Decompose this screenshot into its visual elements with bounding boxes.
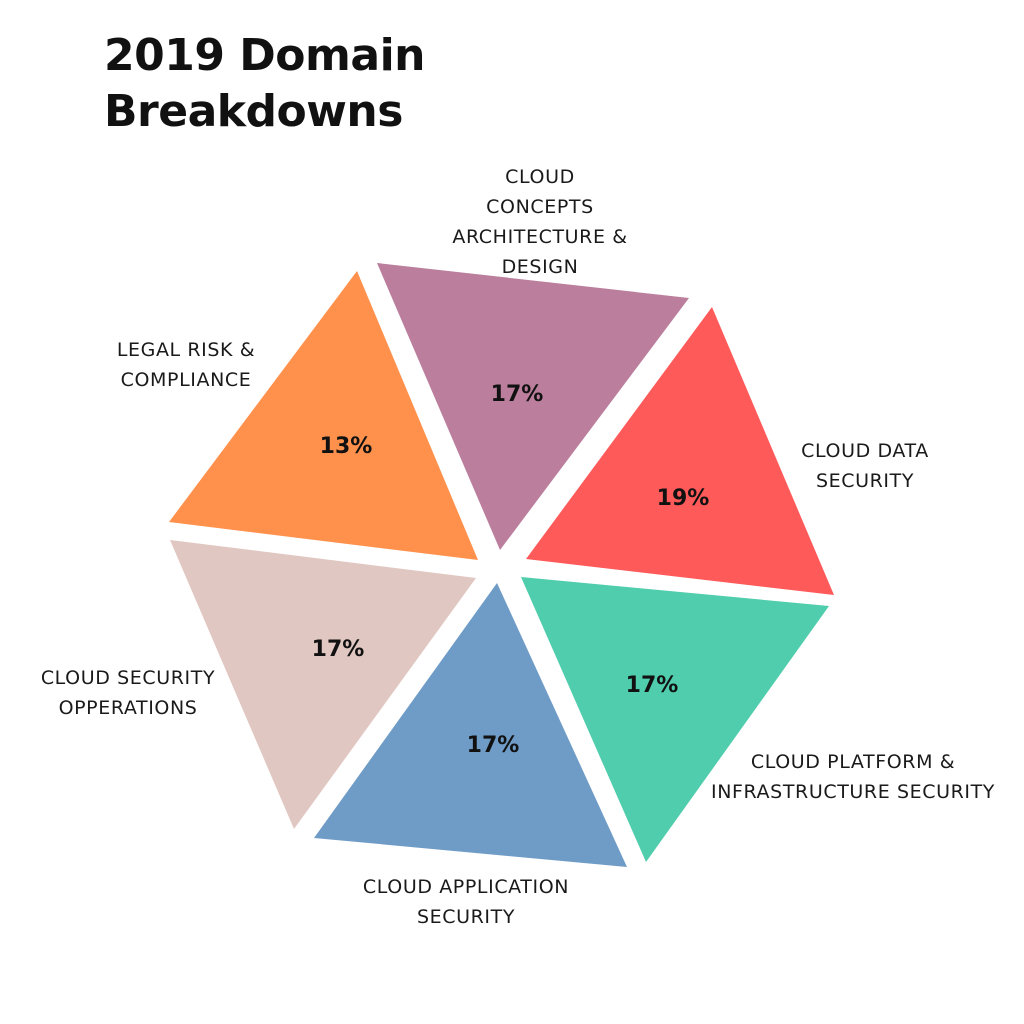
category-label-line: COMPLIANCE [121, 369, 252, 391]
category-label-cloud-concepts-architecture-design: CLOUD CONCEPTS ARCHITECTURE & DESIGN [452, 166, 627, 278]
category-label-line: CLOUD APPLICATION [363, 876, 569, 898]
value-label-cloud-data-security: 19% [657, 486, 710, 511]
value-label-cloud-application-security: 17% [467, 733, 520, 758]
value-label-cloud-security-opperations: 17% [312, 637, 365, 662]
slice-cloud-platform-infrastructure-security [521, 577, 829, 862]
chart-title-line-1: 2019 Domain [104, 30, 425, 81]
slice-legal-risk-compliance [169, 271, 478, 560]
category-label-line: CLOUD SECURITY [41, 667, 215, 689]
category-label-line: CLOUD PLATFORM & [751, 751, 955, 773]
chart-title: 2019 Domain Breakdowns [104, 28, 524, 140]
category-label-line: SECURITY [816, 470, 914, 492]
value-label-cloud-platform-infrastructure-security: 17% [626, 673, 679, 698]
category-label-line: INFRASTRUCTURE SECURITY [711, 781, 995, 803]
category-label-line: DESIGN [502, 256, 579, 278]
category-label-line: CONCEPTS [486, 196, 594, 218]
category-label-cloud-data-security: CLOUD DATA SECURITY [801, 440, 929, 492]
chart-category-labels: CLOUD CONCEPTS ARCHITECTURE & DESIGN CLOUD D… [41, 166, 995, 928]
category-label-cloud-application-security: CLOUD APPLICATION SECURITY [363, 876, 569, 928]
slice-cloud-security-opperations [170, 540, 476, 829]
slice-cloud-data-security [526, 307, 834, 595]
chart-title-line-2: Breakdowns [104, 86, 403, 137]
category-label-cloud-platform-infrastructure-security: CLOUD PLATFORM & INFRASTRUCTURE SECURITY [711, 751, 995, 803]
slice-cloud-application-security [314, 583, 627, 867]
value-label-cloud-concepts-architecture-design: 17% [491, 382, 544, 407]
category-label-line: ARCHITECTURE & [452, 226, 627, 248]
category-label-line: OPPERATIONS [59, 697, 198, 719]
slice-cloud-concepts-architecture-design [377, 263, 689, 550]
category-label-line: SECURITY [417, 906, 515, 928]
category-label-cloud-security-opperations: CLOUD SECURITY OPPERATIONS [41, 667, 215, 719]
chart-slices [169, 263, 834, 867]
category-label-legal-risk-compliance: LEGAL RISK & COMPLIANCE [117, 339, 255, 391]
category-label-line: CLOUD DATA [801, 440, 929, 462]
value-label-legal-risk-compliance: 13% [320, 434, 373, 459]
category-label-line: LEGAL RISK & [117, 339, 255, 361]
category-label-line: CLOUD [505, 166, 575, 188]
chart-value-labels: 17% 19% 17% 17% 17% 13% [312, 382, 710, 758]
